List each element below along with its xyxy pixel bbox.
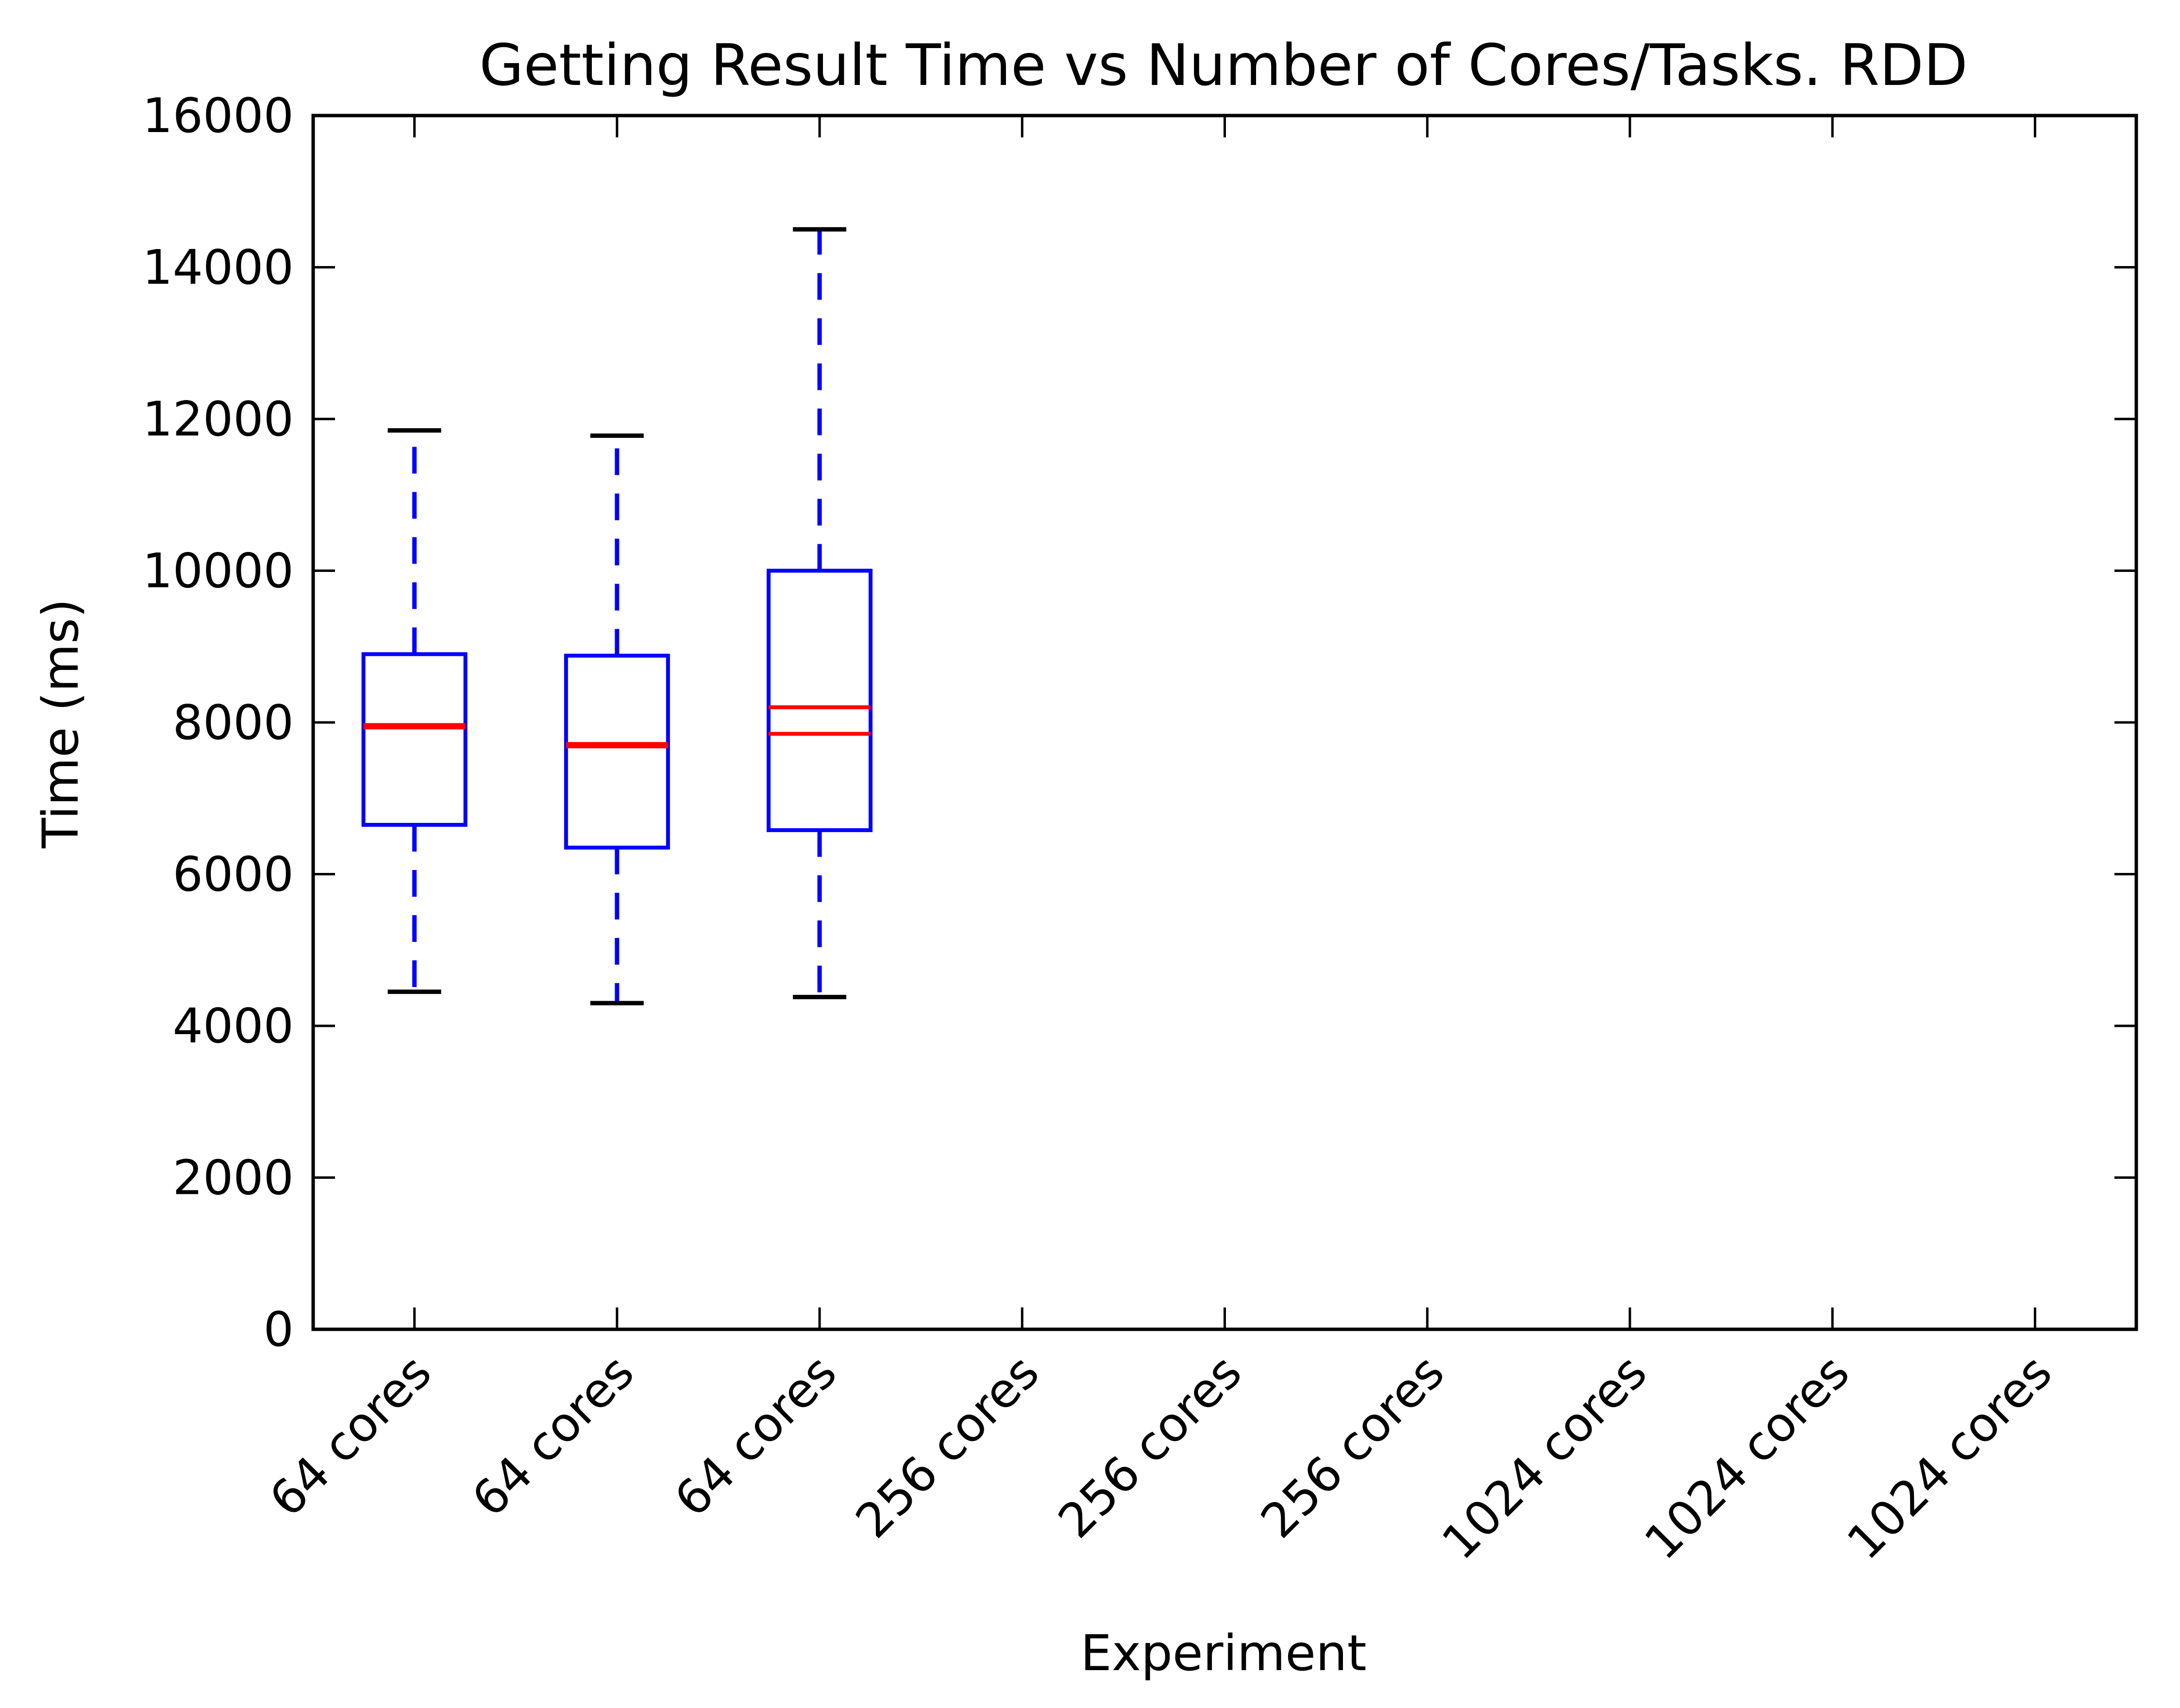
y-tick-label: 4000 xyxy=(173,999,294,1054)
x-axis-label: Experiment xyxy=(1080,1624,1366,1682)
y-tick-label: 12000 xyxy=(142,392,294,447)
y-tick-label: 14000 xyxy=(142,240,294,296)
chart-title: Getting Result Time vs Number of Cores/T… xyxy=(479,32,1968,99)
y-axis-label: Time (ms) xyxy=(32,599,90,849)
y-tick-label: 16000 xyxy=(142,88,294,144)
y-tick-label: 6000 xyxy=(173,847,294,903)
y-tick-label: 2000 xyxy=(173,1151,294,1206)
axes-frame xyxy=(311,114,2138,1331)
box-iqr xyxy=(564,653,670,850)
box-iqr xyxy=(361,652,468,827)
y-tick-label: 8000 xyxy=(173,695,294,751)
box-iqr xyxy=(767,569,873,832)
y-tick-label: 0 xyxy=(264,1302,294,1357)
y-tick-label: 10000 xyxy=(142,544,294,599)
